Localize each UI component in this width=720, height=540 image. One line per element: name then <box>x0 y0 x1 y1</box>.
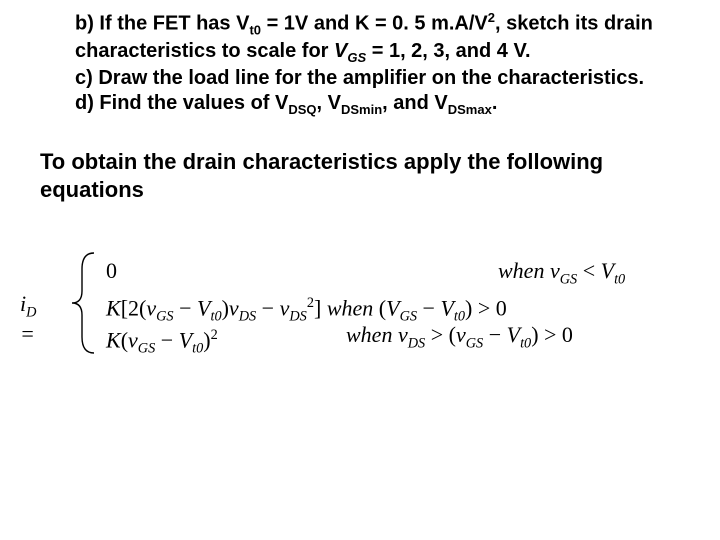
case3-k: K <box>106 327 121 352</box>
case2-v3: v <box>280 295 290 320</box>
lhs-equals: = <box>20 321 35 346</box>
case2-minus: − <box>174 295 197 320</box>
case3-vsub: GS <box>138 341 155 357</box>
part-d-sub-dsq: DSQ <box>288 102 316 117</box>
case-row-1: 0 when vGS < Vt0 <box>106 255 706 287</box>
case2-k: K <box>106 295 121 320</box>
lhs-sub-d: D <box>26 304 36 320</box>
part-b-vgs-sub: GS <box>347 50 366 65</box>
part-b-sub-t0: t0 <box>249 23 261 38</box>
case3-when-minus: − <box>483 322 506 347</box>
intro-text: To obtain the drain characteristics appl… <box>40 148 660 203</box>
case1-when-vu: V <box>601 258 614 283</box>
case2-vu: V <box>197 295 210 320</box>
case2-sq: 2 <box>307 295 314 311</box>
case1-when-vsub: GS <box>560 271 577 287</box>
case1-when-v: v <box>550 258 560 283</box>
case3-close: ) <box>203 327 210 352</box>
case3-v: v <box>128 327 138 352</box>
case1-when-lt: < <box>577 258 600 283</box>
case1-expr: 0 <box>106 258 117 283</box>
case2-close1: ) <box>222 295 229 320</box>
case3-when-v2: v <box>456 322 466 347</box>
case2-when-minus: − <box>417 295 440 320</box>
case2-open: [2( <box>121 295 147 320</box>
part-b-tail: = 1, 2, 3, and 4 V. <box>366 40 530 62</box>
case2-v1: v <box>146 295 156 320</box>
case3-when-v2sub: GS <box>466 335 483 351</box>
case2-minus2: − <box>256 295 279 320</box>
case2-when-v2: V <box>440 295 453 320</box>
case2-when-word: when <box>327 295 379 320</box>
case3-minus: − <box>155 327 178 352</box>
case2-when-close: ) > 0 <box>465 295 507 320</box>
case1-when-word: when <box>498 258 550 283</box>
case3-when-gt: > ( <box>425 322 456 347</box>
case-row-3: K(vGS − Vt0)2 when vDS > (vGS − Vt0) > 0 <box>106 319 706 351</box>
case3-when-vusub: t0 <box>520 335 531 351</box>
part-d-text-2: , V <box>317 92 341 114</box>
case-row-2: K[2(vGS − Vt0)vDS − vDS2] when (VGS − Vt… <box>106 287 706 319</box>
part-d-end: . <box>492 92 498 114</box>
case1-when-vusub: t0 <box>614 271 625 287</box>
case2-v2: v <box>229 295 239 320</box>
part-d-sub-dsmax: DSmax <box>448 102 492 117</box>
equation-lhs: iD = <box>20 291 36 347</box>
case3-when-vu: V <box>507 322 520 347</box>
page: b) If the FET has Vt0 = 1V and K = 0. 5 … <box>0 0 720 540</box>
part-b-vgs-v: V <box>334 40 347 62</box>
case2-when-v: V <box>386 295 399 320</box>
case3-when: when vDS > (vGS − Vt0) > 0 <box>346 319 573 359</box>
case3-sq: 2 <box>211 327 218 343</box>
case3-open: ( <box>121 327 128 352</box>
part-d-text-1: d) Find the values of V <box>75 92 288 114</box>
part-c-text: c) Draw the load line for the amplifier … <box>75 67 644 89</box>
case3-vu: V <box>179 327 192 352</box>
part-b-text-2: = 1V and K = 0. 5 m.A/V <box>261 13 488 35</box>
case3-when-v: v <box>398 322 408 347</box>
problem-statements: b) If the FET has Vt0 = 1V and K = 0. 5 … <box>75 10 655 118</box>
part-d-text-3: , and V <box>382 92 448 114</box>
part-b-sup-2: 2 <box>488 10 495 25</box>
part-d-sub-dsmin: DSmin <box>341 102 382 117</box>
cases-block: 0 when vGS < Vt0 K[2(vGS − Vt0)vDS − vDS… <box>106 255 706 351</box>
case2-close2: ] <box>314 295 327 320</box>
case3-vusub: t0 <box>192 341 203 357</box>
case3-when-word: when <box>346 322 398 347</box>
case3-when-vsub: DS <box>408 335 425 351</box>
case2-when-open: ( <box>379 295 386 320</box>
case3-when-close: ) > 0 <box>531 322 573 347</box>
part-b-text-1: b) If the FET has V <box>75 13 249 35</box>
brace-icon <box>68 249 100 357</box>
